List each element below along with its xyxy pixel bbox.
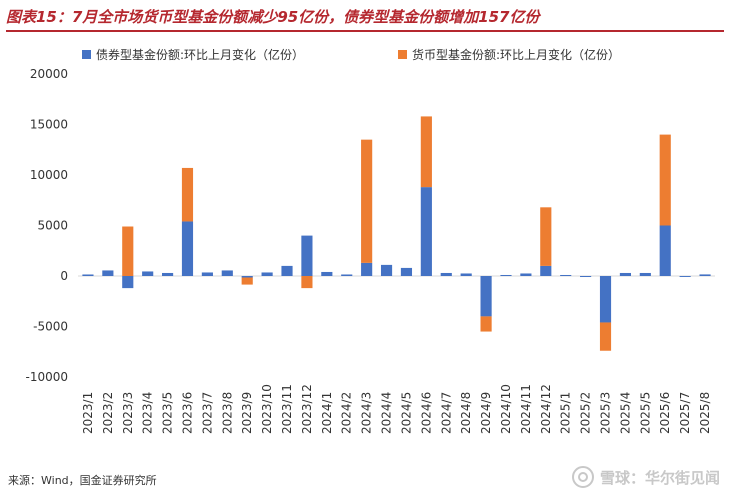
bar-bond-2024-11 (520, 273, 532, 276)
x-tick-label: 2023/9 (240, 392, 254, 434)
bar-bond-2023-7 (201, 272, 213, 276)
x-tick-label: 2024/3 (360, 392, 374, 434)
bar-bond-2024-10 (500, 274, 512, 276)
x-tick-label: 2024/7 (439, 392, 453, 434)
bar-money-2024-12 (540, 207, 552, 266)
x-tick-label: 2023/12 (300, 384, 314, 434)
x-tick-label: 2024/8 (459, 392, 473, 434)
x-tick-label: 2023/6 (180, 392, 194, 434)
bar-bond-2023-1 (82, 274, 94, 276)
x-tick-label: 2024/6 (419, 392, 433, 434)
bar-bond-2023-8 (221, 270, 233, 276)
bar-bond-2023-2 (102, 270, 114, 276)
snowball-logo-icon (571, 466, 594, 488)
y-tick-label: -10000 (25, 370, 68, 384)
x-tick-label: 2024/5 (399, 392, 413, 434)
bar-bond-2023-10 (261, 272, 273, 276)
bar-money-2024-9 (480, 316, 492, 332)
y-tick-label: -5000 (33, 320, 68, 334)
bar-bond-2025-3 (599, 276, 612, 323)
bar-money-2023-12 (301, 276, 313, 289)
watermark-text: 雪球：华尔街见闻 (599, 468, 720, 487)
source-note: 来源：Wind，国金证券研究所 (8, 474, 157, 487)
bar-bond-2023-6 (181, 221, 194, 276)
y-tick-label: 20000 (30, 67, 68, 81)
x-tick-label: 2023/10 (260, 384, 274, 434)
bar-bond-2025-7 (679, 276, 691, 277)
legend: 债券型基金份额:环比上月变化（亿份） 货币型基金份额:环比上月变化（亿份） (82, 47, 620, 62)
bar-bond-2025-4 (619, 272, 631, 276)
bar-bond-2023-4 (142, 271, 154, 276)
bars (82, 116, 711, 351)
bar-bond-2024-9 (480, 276, 492, 317)
x-axis: 2023/1 2023/2 2023/3 2023/4 2023/5 2023/6 2023… (81, 384, 712, 434)
bar-bond-2024-1 (321, 271, 333, 276)
bar-money-2023-3 (122, 226, 134, 276)
bar-bond-2024-5 (400, 267, 413, 276)
bar-bond-2023-5 (162, 272, 174, 276)
x-tick-label: 2025/1 (559, 392, 573, 434)
bar-money-2023-9 (241, 277, 253, 285)
bar-bond-2023-3 (122, 276, 134, 289)
watermark: 雪球：华尔街见闻 (571, 466, 720, 488)
x-tick-label: 2023/11 (280, 384, 294, 434)
legend-swatch (398, 50, 407, 59)
x-tick-label: 2025/2 (579, 392, 593, 434)
x-tick-label: 2023/7 (200, 392, 214, 434)
x-tick-label: 2023/2 (101, 392, 115, 434)
x-tick-label: 2025/6 (658, 392, 672, 434)
x-tick-label: 2024/2 (340, 392, 354, 434)
y-tick-label: 10000 (30, 168, 68, 182)
x-tick-label: 2023/4 (141, 392, 155, 434)
x-tick-label: 2024/11 (519, 384, 533, 434)
x-tick-label: 2024/12 (539, 384, 553, 434)
x-tick-label: 2024/1 (320, 392, 334, 434)
bar-bond-2023-12 (301, 235, 313, 276)
bar-bond-2024-3 (361, 262, 373, 276)
x-tick-label: 2024/4 (380, 392, 394, 434)
bar-bond-2025-1 (560, 274, 572, 276)
bar-bond-2025-5 (639, 272, 651, 276)
bar-bond-2024-7 (440, 272, 452, 276)
legend-label: 债券型基金份额:环比上月变化（亿份） (96, 47, 304, 62)
x-tick-label: 2023/3 (121, 392, 135, 434)
bar-bond-2024-2 (341, 274, 353, 276)
y-tick-label: 5000 (37, 219, 68, 233)
bar-money-2024-6 (420, 116, 432, 188)
y-axis: -10000 -5000 0 5000 10000 15000 20000 (25, 67, 68, 384)
figure-title: 图表15：7月全市场货币型基金份额减少95亿份，债券型基金份额增加157亿份 (6, 4, 724, 32)
x-tick-label: 2025/5 (638, 392, 652, 434)
x-tick-label: 2023/1 (81, 392, 95, 434)
bar-money-2025-6 (659, 134, 671, 226)
bar-bond-2024-8 (460, 273, 472, 276)
bar-bond-2023-11 (281, 265, 293, 276)
x-tick-label: 2023/8 (220, 392, 234, 434)
bar-money-2024-3 (361, 139, 373, 263)
bar-money-2025-3 (599, 322, 612, 351)
bar-money-2023-6 (181, 167, 194, 222)
bar-bond-2025-8 (699, 274, 711, 276)
y-tick-label: 0 (60, 269, 68, 283)
bar-bond-2024-6 (420, 187, 432, 276)
x-tick-label: 2025/7 (678, 392, 692, 434)
bar-bond-2024-4 (380, 264, 393, 276)
legend-swatch (82, 50, 91, 59)
y-tick-label: 15000 (30, 118, 68, 132)
x-tick-label: 2024/10 (499, 384, 513, 434)
bar-bond-2024-12 (540, 265, 552, 276)
bar-bond-2025-2 (580, 276, 592, 278)
x-tick-label: 2024/9 (479, 392, 493, 434)
x-tick-label: 2025/8 (698, 392, 712, 434)
legend-label: 货币型基金份额:环比上月变化（亿份） (412, 47, 620, 62)
bar-bond-2025-6 (659, 225, 671, 276)
bar-bond-2023-9 (241, 276, 253, 278)
x-tick-label: 2023/5 (161, 392, 175, 434)
x-tick-label: 2025/3 (599, 392, 613, 434)
x-tick-label: 2025/4 (618, 392, 632, 434)
